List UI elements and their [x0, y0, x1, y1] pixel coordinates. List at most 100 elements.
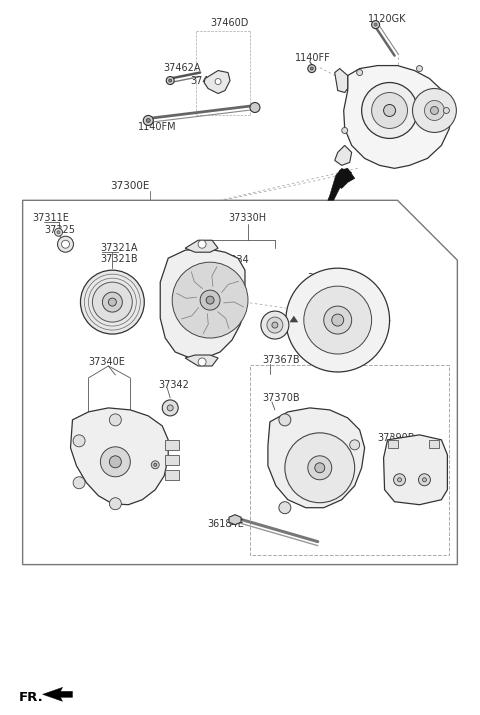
Circle shape [162, 400, 178, 416]
Circle shape [109, 498, 121, 510]
Circle shape [146, 119, 150, 122]
Text: 37390B: 37390B [378, 433, 415, 443]
Text: 1120GK: 1120GK [368, 14, 406, 24]
Circle shape [200, 290, 220, 310]
Circle shape [198, 358, 206, 366]
Circle shape [422, 478, 426, 482]
Circle shape [61, 240, 70, 248]
Circle shape [167, 405, 173, 411]
Polygon shape [71, 408, 168, 505]
Circle shape [372, 21, 380, 29]
Circle shape [81, 270, 144, 334]
Circle shape [261, 311, 289, 339]
Bar [165, 440, 179, 450]
Circle shape [267, 317, 283, 333]
Circle shape [151, 460, 159, 469]
Text: FR.: FR. [19, 691, 43, 704]
Circle shape [206, 296, 214, 304]
Text: 37340E: 37340E [88, 357, 125, 367]
Text: 37342: 37342 [158, 380, 189, 390]
Text: 37460D: 37460D [210, 18, 249, 28]
Text: 37321B: 37321B [100, 255, 138, 264]
Polygon shape [185, 355, 218, 366]
Circle shape [315, 463, 325, 473]
Polygon shape [160, 248, 245, 358]
Text: 37325: 37325 [45, 225, 75, 235]
Bar [165, 470, 179, 480]
Circle shape [444, 107, 449, 114]
Polygon shape [328, 168, 352, 200]
Circle shape [73, 435, 85, 447]
Polygon shape [344, 66, 451, 168]
Circle shape [279, 414, 291, 426]
Polygon shape [268, 408, 365, 508]
Circle shape [100, 447, 130, 477]
Circle shape [286, 268, 390, 372]
Text: 37300E: 37300E [110, 182, 150, 192]
Text: 37334: 37334 [218, 255, 249, 265]
Circle shape [166, 77, 174, 84]
Text: 37367B: 37367B [262, 355, 300, 365]
Circle shape [93, 282, 132, 322]
Circle shape [168, 79, 172, 82]
Circle shape [198, 240, 206, 248]
Circle shape [154, 463, 157, 466]
Text: 37321A: 37321A [100, 243, 138, 253]
Text: 37462A: 37462A [163, 63, 201, 72]
Polygon shape [335, 69, 348, 92]
Text: 37370B: 37370B [262, 393, 300, 403]
Circle shape [357, 69, 363, 76]
Circle shape [310, 67, 313, 70]
Circle shape [397, 478, 402, 482]
Circle shape [431, 107, 438, 114]
Polygon shape [229, 515, 241, 525]
Polygon shape [204, 71, 230, 94]
Circle shape [109, 414, 121, 426]
Circle shape [109, 455, 121, 468]
Circle shape [350, 440, 360, 450]
Circle shape [215, 79, 221, 84]
Circle shape [308, 455, 332, 480]
Circle shape [332, 314, 344, 326]
Circle shape [279, 502, 291, 513]
Circle shape [272, 322, 278, 328]
Circle shape [424, 101, 444, 120]
Circle shape [172, 262, 248, 338]
Bar [387, 440, 397, 448]
Circle shape [250, 102, 260, 112]
Polygon shape [335, 145, 352, 165]
Circle shape [144, 115, 153, 125]
Circle shape [58, 236, 73, 252]
Circle shape [55, 228, 62, 236]
Polygon shape [23, 200, 457, 565]
Circle shape [412, 89, 456, 132]
Bar [430, 440, 439, 448]
Text: 37311E: 37311E [33, 213, 70, 223]
Circle shape [108, 298, 116, 306]
Circle shape [342, 127, 348, 134]
Polygon shape [384, 435, 447, 505]
Circle shape [372, 92, 408, 129]
Polygon shape [43, 687, 72, 701]
Circle shape [285, 433, 355, 503]
Circle shape [73, 477, 85, 489]
Circle shape [308, 64, 316, 72]
Circle shape [417, 66, 422, 72]
Text: 37463: 37463 [190, 76, 221, 86]
Circle shape [304, 286, 372, 354]
Text: 1140FM: 1140FM [138, 122, 177, 132]
Circle shape [324, 306, 352, 334]
Text: 1140FF: 1140FF [295, 53, 331, 63]
Polygon shape [335, 168, 355, 188]
Circle shape [57, 231, 60, 234]
Circle shape [394, 474, 406, 485]
Text: 36184E: 36184E [207, 518, 244, 528]
Bar [165, 455, 179, 465]
Circle shape [419, 474, 431, 485]
Text: 37330H: 37330H [228, 213, 266, 223]
Circle shape [384, 104, 396, 117]
Circle shape [361, 82, 418, 139]
Circle shape [374, 23, 377, 26]
Polygon shape [185, 240, 218, 252]
Text: 37332: 37332 [308, 273, 339, 283]
